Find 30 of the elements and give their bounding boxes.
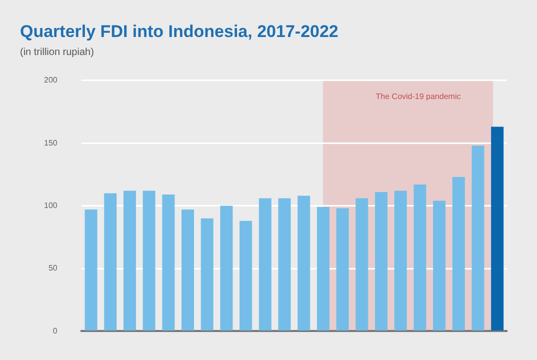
- bar: [414, 184, 426, 330]
- bar: [452, 176, 465, 330]
- chart-subtitle: (in trillion rupiah): [20, 47, 94, 58]
- y-tick-label: 200: [44, 76, 58, 85]
- bar: [162, 194, 175, 330]
- y-tick-label: 100: [44, 201, 58, 210]
- bar: [123, 190, 136, 330]
- bar: [84, 210, 98, 330]
- bar: [298, 196, 310, 330]
- bar: [472, 146, 484, 330]
- bar: [220, 206, 233, 330]
- bar: [240, 220, 252, 330]
- bar: [258, 198, 272, 330]
- bar: [142, 190, 156, 330]
- annotation: The Covid-19 pandemic: [374, 92, 462, 102]
- bar: [491, 126, 504, 330]
- bar: [200, 218, 214, 330]
- bar: [182, 210, 194, 330]
- bar: [394, 190, 407, 330]
- bar: [104, 193, 117, 330]
- bar: [433, 200, 446, 330]
- bar: [316, 207, 330, 330]
- bar: [336, 208, 349, 330]
- y-tick-label: 150: [44, 138, 58, 148]
- bar: [356, 198, 368, 330]
- y-tick-label: 50: [48, 264, 58, 273]
- chart-title: Quarterly FDI into Indonesia, 2017-2022: [20, 22, 338, 41]
- bar: [374, 192, 388, 330]
- bar: [278, 198, 291, 330]
- y-tick-label: 0: [52, 326, 58, 336]
